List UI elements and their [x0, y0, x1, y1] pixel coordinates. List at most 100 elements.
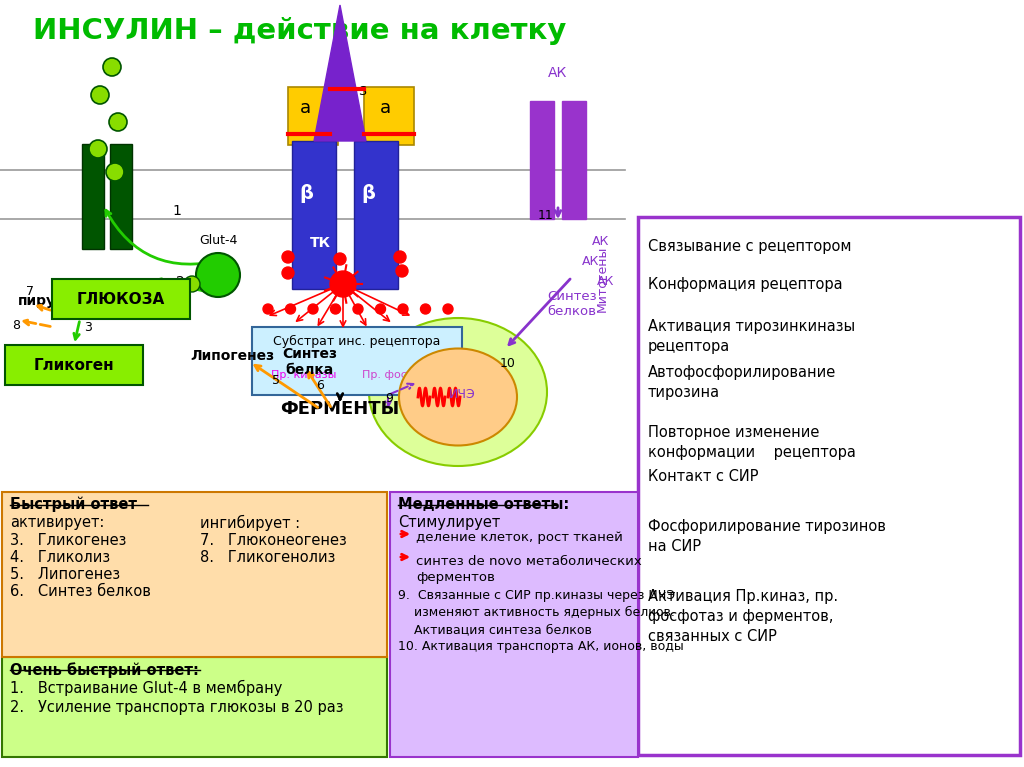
Circle shape	[330, 271, 356, 297]
Text: β: β	[299, 184, 313, 203]
Text: Конформация рецептора: Конформация рецептора	[648, 277, 843, 292]
Text: ФЕРМЕНТЫ: ФЕРМЕНТЫ	[281, 400, 399, 418]
Text: ТК: ТК	[310, 236, 331, 250]
Ellipse shape	[369, 318, 547, 466]
Text: Активация Пр.киназ, пр.
фосфотаз и ферментов,
связанных с СИР: Активация Пр.киназ, пр. фосфотаз и ферме…	[648, 589, 838, 644]
Text: β: β	[361, 184, 375, 203]
Text: ингибирует :: ингибирует :	[200, 515, 300, 532]
Bar	[390, 492, 638, 757]
Bar	[288, 87, 338, 145]
Text: Синтез
белка: Синтез белка	[283, 347, 338, 377]
Circle shape	[282, 267, 294, 279]
Bar	[562, 101, 586, 219]
Bar	[5, 345, 143, 385]
Text: ИНСУЛИН – действие на клетку: ИНСУЛИН – действие на клетку	[34, 17, 566, 45]
Circle shape	[106, 163, 124, 181]
Bar	[82, 144, 104, 249]
Text: ГЛЮКОЗА: ГЛЮКОЗА	[77, 291, 165, 307]
Text: Активация синтеза белков: Активация синтеза белков	[398, 623, 592, 636]
Text: 8: 8	[12, 319, 20, 332]
Circle shape	[334, 253, 346, 265]
Circle shape	[103, 58, 121, 76]
Text: Glut-4: Glut-4	[199, 234, 238, 247]
Circle shape	[91, 86, 109, 104]
Circle shape	[184, 276, 200, 292]
Circle shape	[263, 304, 273, 314]
Text: 4.   Гликолиз: 4. Гликолиз	[10, 550, 111, 565]
Text: 11: 11	[538, 209, 554, 222]
Text: ИЧЭ: ИЧЭ	[449, 389, 475, 401]
Bar	[110, 144, 132, 249]
Bar	[530, 101, 554, 219]
Bar	[52, 279, 190, 319]
Text: АК: АК	[592, 235, 609, 248]
Text: 1.   Встраивание Glut-4 в мембрану: 1. Встраивание Glut-4 в мембрану	[10, 680, 283, 696]
Circle shape	[308, 304, 318, 314]
Text: Пр. фосфотазы: Пр. фосфотазы	[362, 370, 452, 380]
Bar	[2, 657, 387, 757]
Circle shape	[286, 304, 296, 314]
Text: 3.   Гликогенез: 3. Гликогенез	[10, 533, 126, 548]
Bar	[2, 492, 387, 657]
Text: Повторное изменение
конформации    рецептора: Повторное изменение конформации рецептор…	[648, 425, 856, 459]
Text: 4: 4	[60, 295, 68, 308]
Text: АК: АК	[582, 255, 599, 268]
Text: Синтез
белков: Синтез белков	[547, 290, 597, 318]
Text: Медленные ответы:: Медленные ответы:	[398, 497, 569, 512]
Text: 7: 7	[26, 285, 34, 298]
Text: Быстрый ответ: Быстрый ответ	[10, 497, 137, 512]
Bar	[252, 327, 462, 395]
Bar	[638, 217, 1020, 755]
Text: Контакт с СИР: Контакт с СИР	[648, 469, 759, 484]
Text: 9: 9	[385, 392, 393, 405]
Text: a: a	[380, 99, 391, 117]
Circle shape	[353, 304, 362, 314]
Text: S: S	[358, 85, 366, 98]
Text: S: S	[326, 85, 334, 98]
Text: 8.   Гликогенолиз: 8. Гликогенолиз	[200, 550, 336, 565]
Text: Автофосфорилирование
тирозина: Автофосфорилирование тирозина	[648, 365, 837, 400]
Text: Пр. киназы: Пр. киназы	[271, 370, 337, 380]
Text: a: a	[300, 99, 311, 117]
Text: АК: АК	[597, 275, 614, 288]
Circle shape	[196, 253, 240, 297]
Circle shape	[109, 113, 127, 131]
Text: 9.  Связанные с СИР пр.киназы через ИЧЭ: 9. Связанные с СИР пр.киназы через ИЧЭ	[398, 589, 675, 602]
Bar	[292, 141, 336, 289]
Text: 2.   Усиление транспорта глюкозы в 20 раз: 2. Усиление транспорта глюкозы в 20 раз	[10, 700, 343, 715]
Text: 6.   Синтез белков: 6. Синтез белков	[10, 584, 151, 599]
Circle shape	[331, 304, 341, 314]
Circle shape	[421, 304, 430, 314]
Text: пируват: пируват	[18, 294, 82, 308]
Text: 1: 1	[172, 204, 181, 218]
Text: 2: 2	[176, 275, 184, 289]
Text: 7.   Глюконеогенез: 7. Глюконеогенез	[200, 533, 347, 548]
Text: Субстрат инс. рецептора: Субстрат инс. рецептора	[273, 334, 440, 347]
Text: Активация тирозинкиназы
рецептора: Активация тирозинкиназы рецептора	[648, 319, 855, 354]
Bar	[354, 141, 398, 289]
Text: Гликоген: Гликоген	[34, 357, 115, 373]
Text: Стимулирует: Стимулирует	[398, 515, 501, 530]
Circle shape	[394, 251, 406, 263]
Text: Липогенез: Липогенез	[189, 349, 274, 363]
Ellipse shape	[399, 348, 517, 446]
Text: деление клеток, рост тканей: деление клеток, рост тканей	[416, 531, 623, 544]
Text: Связывание с рецептором: Связывание с рецептором	[648, 239, 852, 254]
Text: 5.   Липогенез: 5. Липогенез	[10, 567, 120, 582]
Circle shape	[396, 265, 408, 277]
Text: Митогены: Митогены	[596, 245, 608, 312]
Text: 5: 5	[272, 374, 280, 387]
Text: Фосфорилирование тирозинов
на СИР: Фосфорилирование тирозинов на СИР	[648, 519, 886, 554]
Text: 10. Активация транспорта АК, ионов, воды: 10. Активация транспорта АК, ионов, воды	[398, 640, 684, 653]
Bar	[364, 87, 414, 145]
Text: Очень быстрый ответ:: Очень быстрый ответ:	[10, 662, 199, 678]
Circle shape	[282, 251, 294, 263]
Text: АК: АК	[549, 66, 567, 80]
Text: 10: 10	[500, 357, 516, 370]
Text: 3: 3	[84, 321, 92, 334]
Circle shape	[89, 140, 106, 158]
Text: ферментов: ферментов	[416, 571, 495, 584]
Circle shape	[398, 304, 408, 314]
Text: 6: 6	[316, 379, 324, 392]
Polygon shape	[314, 5, 366, 141]
